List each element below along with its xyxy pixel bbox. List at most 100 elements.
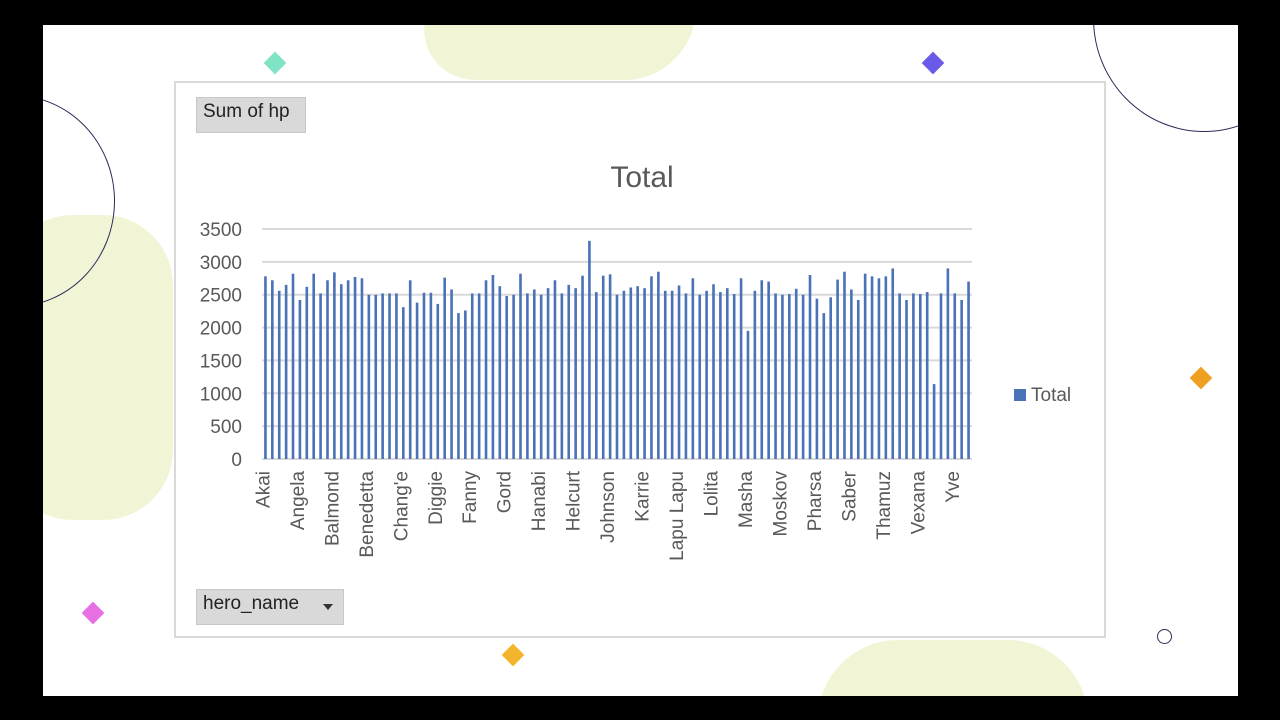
- bar: [333, 272, 336, 459]
- bar: [884, 276, 888, 459]
- bar: [677, 285, 681, 459]
- x-tick-label: Johnson: [598, 471, 619, 543]
- bar: [505, 296, 509, 459]
- bar: [312, 273, 316, 459]
- bar: [774, 293, 777, 459]
- x-tick-label: Thamuz: [874, 471, 895, 540]
- bar: [271, 280, 274, 459]
- bar: [918, 294, 922, 459]
- x-tick-label: Lolita: [702, 471, 723, 517]
- bar: [891, 268, 895, 459]
- bar: [532, 289, 536, 459]
- bar: [450, 289, 453, 459]
- y-tick-label: 500: [210, 417, 242, 438]
- y-tick-label: 3000: [200, 253, 242, 274]
- y-tick-label: 1500: [200, 351, 242, 372]
- bar: [264, 276, 267, 459]
- bar: [946, 268, 950, 459]
- bar: [326, 280, 329, 459]
- bar: [953, 293, 957, 459]
- bar: [622, 290, 626, 459]
- bar: [601, 275, 605, 459]
- bar: [815, 298, 819, 459]
- x-tick-label: Moskov: [770, 471, 791, 537]
- bar: [712, 284, 715, 459]
- y-tick-label: 3500: [200, 220, 242, 241]
- x-tick-label: Masha: [736, 471, 757, 528]
- decorative-diamond-pink: [81, 601, 105, 625]
- bar: [477, 293, 481, 459]
- bar: [526, 293, 529, 459]
- bar: [539, 294, 543, 459]
- bar: [650, 276, 653, 459]
- x-tick-label: Diggie: [426, 471, 447, 525]
- x-tick-label: Gord: [495, 471, 516, 513]
- row-field-button[interactable]: hero_name: [196, 589, 344, 625]
- decorative-diamond-yellow: [501, 643, 525, 667]
- bar: [684, 293, 688, 459]
- bar: [843, 271, 846, 459]
- bar: [822, 313, 826, 459]
- bar: [588, 240, 591, 459]
- bar: [436, 303, 440, 459]
- bar: [346, 280, 350, 459]
- bar: [408, 280, 412, 459]
- pivot-chart-panel[interactable]: Total 0 500 1000 1500 2000 2500 3000 3500 Akai Ang…: [174, 81, 1106, 638]
- x-tick-label: Karrie: [633, 471, 654, 522]
- bar: [484, 280, 488, 459]
- x-tick-label: Fanny: [460, 471, 481, 524]
- x-tick-label: Hanabi: [529, 471, 550, 531]
- decorative-diamond-teal: [263, 51, 287, 75]
- bar: [808, 275, 812, 459]
- bar: [725, 288, 729, 459]
- bar: [932, 384, 936, 459]
- bar: [608, 274, 612, 459]
- bar: [470, 293, 474, 459]
- y-tick-label: 2500: [200, 286, 242, 307]
- bar: [491, 275, 495, 459]
- x-tick-label: Chang'e: [391, 471, 412, 541]
- bar: [836, 279, 839, 459]
- bar: [291, 273, 295, 459]
- chart-title: Total: [610, 161, 673, 194]
- bar: [939, 293, 943, 459]
- bar-chart: Total 0 500 1000 1500 2000 2500 3000 3500 Akai Ang…: [200, 161, 1071, 561]
- bar: [512, 294, 515, 459]
- bar: [464, 310, 467, 459]
- bar: [498, 286, 502, 459]
- x-tick-label: Pharsa: [805, 471, 826, 532]
- bar: [705, 290, 708, 459]
- bar: [519, 273, 522, 459]
- row-field-label: hero_name: [203, 593, 300, 614]
- decorative-diamond-purple: [921, 51, 945, 75]
- decorative-ring-small: [1157, 629, 1172, 644]
- value-field-button[interactable]: Sum of hp: [196, 97, 306, 133]
- bar: [388, 293, 391, 459]
- bar: [298, 299, 302, 459]
- decorative-blob-top: [416, 25, 700, 80]
- bar: [788, 294, 791, 459]
- bar: [960, 299, 963, 459]
- bar: [381, 293, 384, 459]
- bar: [925, 292, 929, 459]
- x-tick-label: Lapu Lapu: [667, 471, 688, 561]
- bar: [670, 290, 674, 459]
- bar: [850, 289, 853, 459]
- bar: [360, 278, 364, 459]
- bar: [967, 281, 970, 459]
- bar: [870, 276, 874, 459]
- bar: [898, 293, 901, 459]
- x-tick-label: Yve: [943, 471, 964, 503]
- bar: [912, 293, 915, 459]
- bar: [374, 294, 378, 459]
- legend-swatch: [1014, 389, 1026, 401]
- x-tick-label: Balmond: [322, 471, 343, 546]
- bar: [753, 290, 757, 459]
- bar: [794, 288, 798, 459]
- bar: [339, 284, 343, 459]
- decorative-blob-bottom: [818, 640, 1088, 696]
- bar: [402, 307, 405, 459]
- bar: [574, 288, 577, 459]
- chevron-down-icon[interactable]: [323, 604, 333, 610]
- bar: [767, 281, 770, 459]
